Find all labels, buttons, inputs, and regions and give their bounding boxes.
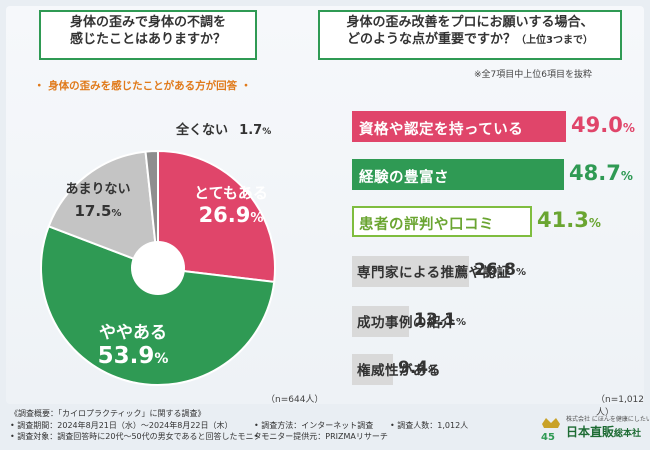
pie-slice-totemoaru — [157, 149, 276, 284]
bar-label: 患者の評判や口コミ — [359, 217, 494, 233]
bar-value-pct: % — [620, 169, 633, 183]
pie-center-hole — [131, 241, 185, 295]
logo-name-suffix: 総本社 — [614, 429, 642, 439]
bar-label: 成功事例の紹介 — [357, 315, 455, 331]
pie-label-name: あまりない — [65, 182, 131, 197]
footer-method: • 調査方法：インターネット調査 — [254, 420, 374, 430]
bar-question-line2: どのような点が重要ですか？ — [347, 32, 517, 47]
pie-label-num: 26.9 — [198, 203, 251, 227]
footer-title: 《調査概要：「カイロプラクティック」に関する調査》 — [10, 409, 206, 418]
pie-label-totemoaru: とてもある 26.9% — [186, 182, 276, 227]
bar-label: 専門家による推薦や認証 — [357, 265, 511, 281]
bar-4: 成功事例の紹介 — [352, 306, 455, 337]
pie-label-yayaaru: ややある 53.9% — [88, 318, 178, 369]
pie-label-pct: % — [111, 208, 122, 219]
bar-2: 患者の評判や口コミ — [352, 206, 532, 237]
pie-label-num: 1.7 — [239, 123, 263, 138]
pie-subtitle: ・ 身体の歪みを感じたことがある方が回答 ・ — [34, 80, 252, 92]
bar-value-2: 41.3% — [537, 208, 601, 232]
bar-value-num: 49.0 — [571, 113, 623, 137]
pie-label-name: とてもある — [194, 184, 268, 202]
crown-logo-icon: 45 — [541, 418, 560, 442]
bar-question-line1: 身体の歪み改善をプロにお願いする場合、 — [346, 15, 594, 30]
pie-label-num: 53.9 — [97, 343, 155, 369]
bar-label: 資格や認定を持っている — [359, 122, 524, 138]
bar-question-suffix: （上位3つまで） — [516, 35, 593, 46]
bar-1: 経験の豊富さ — [352, 159, 564, 190]
pie-label-pct: % — [154, 351, 169, 367]
bar-value-pct: % — [428, 365, 439, 376]
bar-label: 権威性がある — [357, 363, 441, 379]
logo-name: 日本直販 — [566, 425, 615, 439]
pie-question-line1: 身体の歪みで身体の不調を — [69, 15, 226, 30]
pie-label-amarinai: あまりない 17.5% — [58, 178, 138, 220]
bar-value-3: 26.8% — [474, 260, 526, 280]
bar-value-num: 9.4 — [398, 358, 429, 378]
company-logo: 45 株式会社 にほんを健康にしたい 日本直販総本社 — [540, 412, 650, 446]
bar-3: 専門家による推薦や認証 — [352, 256, 510, 287]
bar-value-1: 48.7% — [569, 161, 633, 185]
bar-value-num: 13.1 — [414, 310, 456, 330]
bar-value-num: 41.3 — [537, 208, 589, 232]
pie-label-pct: % — [250, 211, 264, 226]
pie-label-mattakunai: 全くない 1.7% — [176, 119, 286, 138]
pie-slice-mattakunai — [144, 149, 159, 269]
bar-0: 資格や認定を持っている — [352, 111, 566, 142]
bar-note: ※全7項目中上位6項目を抜粋 — [474, 70, 592, 80]
pie-label-num: 17.5 — [74, 202, 112, 220]
logo-mark-text: 45 — [541, 432, 555, 442]
footer-target: • 調査対象：調査回答時に20代〜50代の男女であると回答したモニター — [10, 432, 270, 441]
bar-value-5: 9.4% — [398, 358, 438, 378]
pie-slice-yayaaru — [40, 225, 276, 386]
pie-question-header: 身体の歪みで身体の不調を 感じたことはありますか？ — [39, 10, 257, 60]
bar-value-0: 49.0% — [571, 113, 635, 137]
bar-value-pct: % — [515, 267, 526, 278]
bar-sample-size: （n=1,012人） — [596, 395, 645, 418]
pie-label-pct: % — [262, 127, 272, 137]
bar-value-num: 48.7 — [569, 161, 621, 185]
bar-value-num: 26.8 — [474, 260, 516, 280]
bar-value-pct: % — [455, 317, 466, 328]
bar-value-pct: % — [622, 121, 635, 135]
bar-5: 権威性がある — [352, 354, 441, 385]
bar-value-pct: % — [588, 216, 601, 230]
bar-question-header: 身体の歪み改善をプロにお願いする場合、 どのような点が重要ですか？（上位3つまで… — [318, 10, 622, 60]
footer-count: • 調査人数：1,012人 — [390, 420, 469, 430]
bar-value-4: 13.1% — [414, 310, 466, 330]
logo-tagline: 株式会社 にほんを健康にしたい — [566, 416, 650, 423]
pie-label-name: ややある — [99, 323, 167, 343]
bar-label: 経験の豊富さ — [359, 170, 449, 186]
survey-footer: 《調査概要：「カイロプラクティック」に関する調査》 • 調査期間：2024年8月… — [10, 408, 468, 443]
footer-period: • 調査期間：2024年8月21日（水）〜2024年8月22日（木） — [10, 420, 233, 430]
pie-sample-size: （n=644人） — [266, 395, 324, 405]
footer-provider: • モニター提供元：PRIZMAリサーチ — [254, 432, 388, 441]
pie-question-line2: 感じたことはありますか？ — [69, 32, 226, 47]
pie-label-name: 全くない — [176, 123, 229, 138]
pie-slice-amarinai — [47, 150, 160, 270]
